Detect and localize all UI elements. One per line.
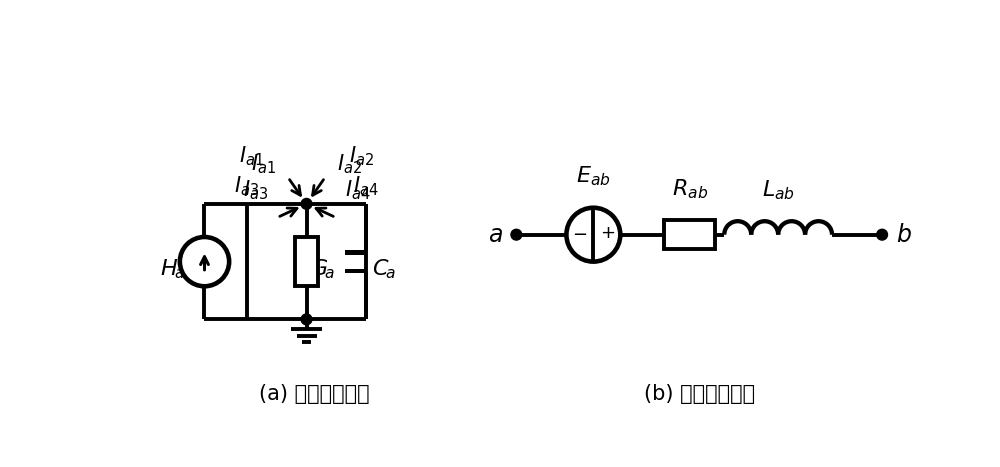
Text: $R_{ab}$: $R_{ab}$ (672, 177, 708, 201)
Text: $I_{a1}$: $I_{a1}$ (239, 144, 264, 168)
Text: $H_{\!a}$: $H_{\!a}$ (160, 257, 185, 281)
Text: $I_{a2}$: $I_{a2}$ (349, 144, 374, 168)
Circle shape (877, 229, 887, 240)
Text: $I_{a3}$: $I_{a3}$ (243, 178, 268, 202)
Circle shape (301, 198, 312, 209)
Bar (345, 269, 366, 273)
Bar (664, 220, 715, 249)
Circle shape (511, 229, 522, 240)
Text: $I_{a2}$: $I_{a2}$ (337, 152, 362, 176)
Text: $+$: $+$ (600, 224, 615, 242)
Text: (a) 节点拓扑结构: (a) 节点拓扑结构 (259, 384, 370, 404)
Text: $I_{a1}$: $I_{a1}$ (251, 152, 276, 176)
Text: $C_{\!a}$: $C_{\!a}$ (372, 257, 396, 281)
Text: $L_{ab}$: $L_{ab}$ (762, 178, 795, 202)
Text: $-$: $-$ (572, 224, 587, 242)
Text: $I_{a3}$: $I_{a3}$ (234, 174, 259, 198)
Text: $a$: $a$ (488, 223, 502, 247)
Text: $E_{ab}$: $E_{ab}$ (576, 165, 611, 189)
Text: (b) 支路拓扑结构: (b) 支路拓扑结构 (644, 384, 755, 404)
Bar (295, 237, 318, 286)
Text: $b$: $b$ (896, 223, 912, 247)
Bar (345, 250, 366, 255)
Circle shape (301, 314, 312, 325)
Text: $I_{a4}$: $I_{a4}$ (353, 174, 378, 198)
Text: $I_{a4}$: $I_{a4}$ (345, 178, 371, 202)
Text: $G_{\!a}$: $G_{\!a}$ (310, 257, 336, 281)
